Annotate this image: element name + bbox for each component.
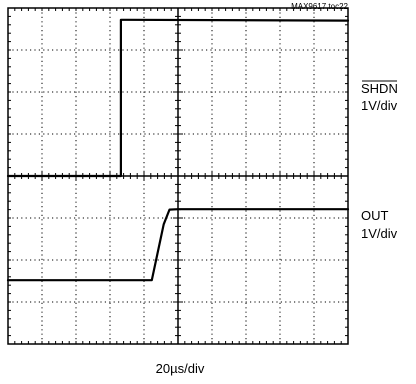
series-label-shdn: SHDN [361, 81, 398, 96]
trace-shdn [6, 18, 350, 178]
series-label-out: OUT [361, 208, 389, 223]
traces [6, 18, 350, 282]
series-scale-out: 1V/div [361, 226, 398, 241]
series-scale-shdn: 1V/div [361, 98, 398, 113]
trace-out [6, 208, 350, 282]
x-axis-label: 20µs/div [156, 361, 205, 376]
figure-id: MAX9617 toc22 [291, 2, 348, 11]
